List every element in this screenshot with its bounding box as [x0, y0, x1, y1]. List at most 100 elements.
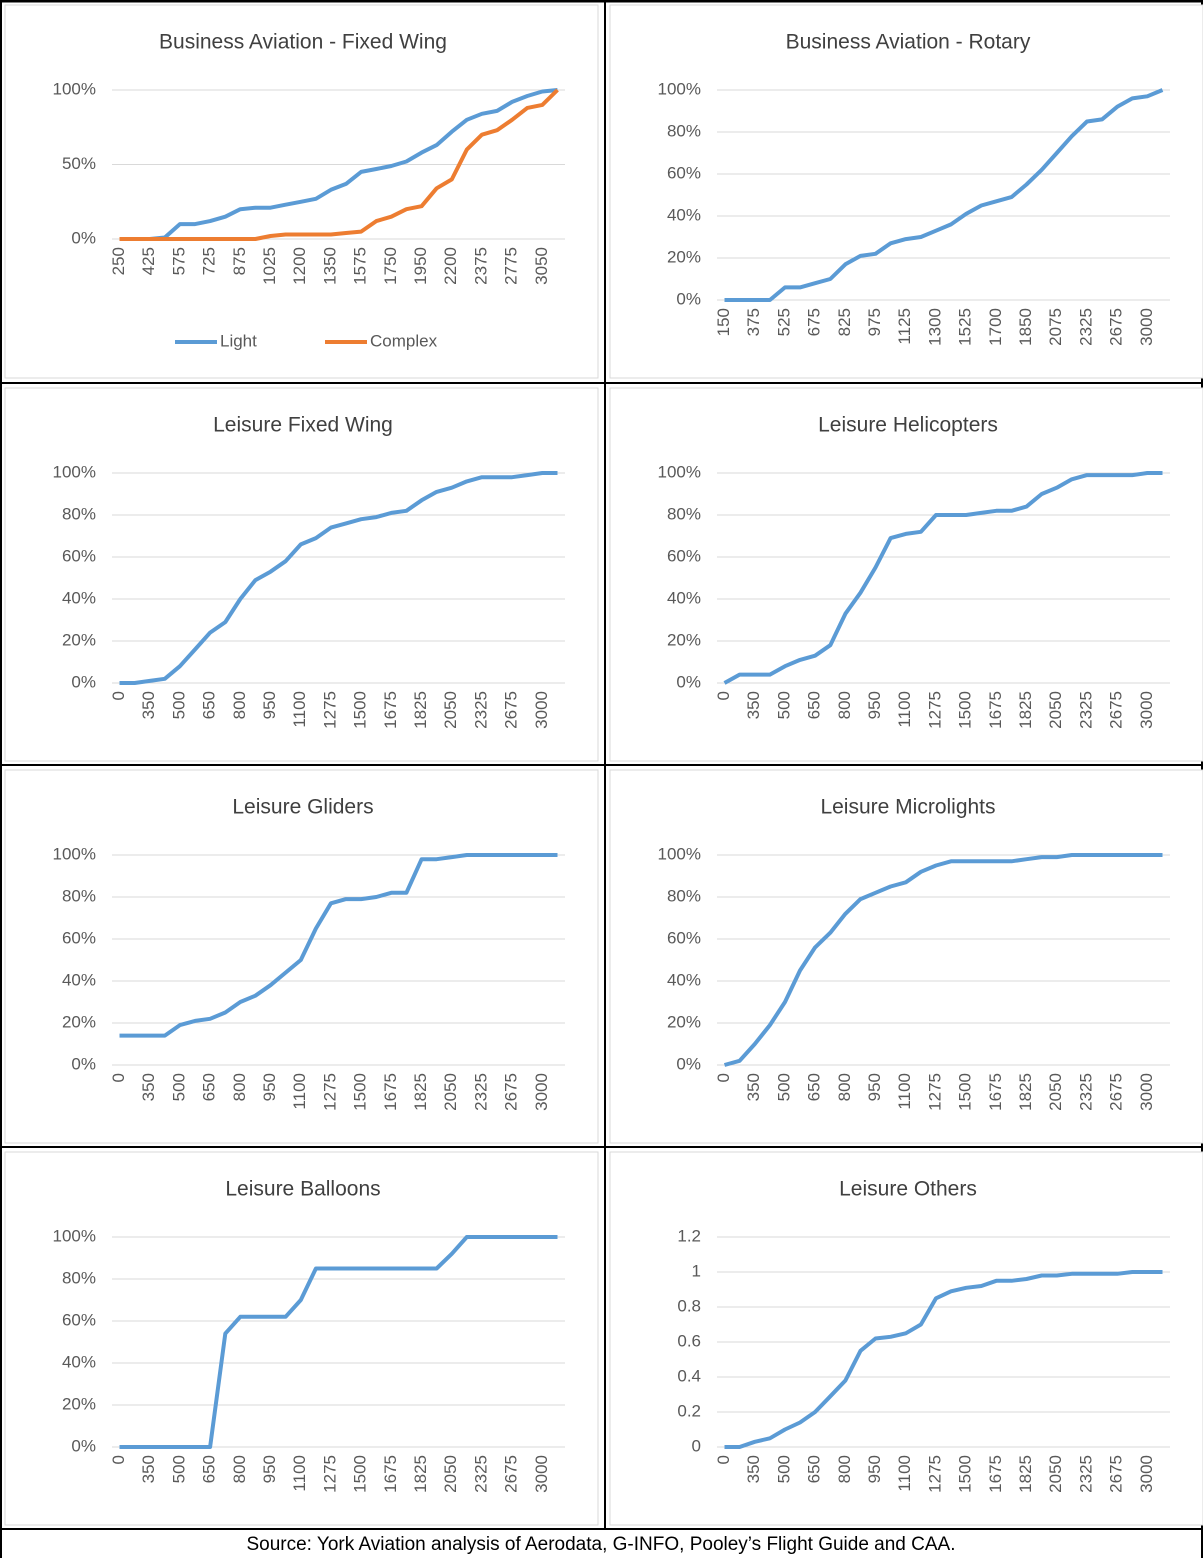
x-tick-label: 1700: [986, 308, 1005, 346]
x-tick-label: 1950: [411, 247, 430, 285]
x-tick-label: 2325: [471, 1073, 490, 1111]
x-tick-label: 1500: [351, 1073, 370, 1111]
y-tick-label: 0%: [71, 228, 96, 247]
x-tick-label: 350: [139, 691, 158, 719]
x-tick-label: 1100: [895, 1073, 914, 1110]
x-tick-label: 2050: [441, 1073, 460, 1111]
y-tick-label: 20%: [667, 1012, 701, 1031]
y-tick-label: 20%: [62, 630, 96, 649]
x-tick-label: 1675: [986, 1455, 1005, 1493]
x-tick-label: 650: [805, 1073, 824, 1101]
x-tick-label: 1100: [290, 1073, 309, 1110]
y-tick-label: 80%: [667, 886, 701, 905]
x-tick-label: 2325: [471, 1455, 490, 1493]
legend-label: Complex: [370, 331, 438, 350]
chart-frame: [609, 387, 1203, 762]
x-tick-label: 1300: [925, 308, 944, 346]
y-tick-label: 0.8: [677, 1296, 701, 1315]
y-tick-label: 0%: [71, 672, 96, 691]
series-line: [119, 853, 558, 1038]
x-tick-label: 1275: [925, 691, 944, 729]
chart-title: Leisure Gliders: [232, 796, 373, 819]
x-tick-label: 2675: [1107, 691, 1126, 729]
x-tick-label: 1825: [1016, 691, 1035, 729]
x-tick-label: 500: [169, 1073, 188, 1101]
x-tick-label: 1500: [351, 691, 370, 729]
x-tick-label: 950: [260, 1455, 279, 1483]
y-tick-label: 60%: [667, 546, 701, 565]
x-tick-label: 2050: [1046, 691, 1065, 729]
y-tick-label: 60%: [667, 163, 701, 182]
series-line: [723, 471, 1163, 685]
x-tick-label: 1825: [411, 1073, 430, 1111]
x-tick-label: 425: [139, 247, 158, 275]
x-tick-label: 500: [774, 1073, 793, 1101]
x-tick-label: 800: [230, 1073, 249, 1101]
x-tick-label: 1500: [351, 1455, 370, 1493]
x-tick-label: 1275: [320, 1073, 339, 1111]
x-tick-label: 650: [805, 1455, 824, 1483]
series-line: [724, 88, 1164, 302]
x-tick-label: 350: [744, 1455, 763, 1483]
x-tick-label: 1100: [895, 1455, 914, 1492]
x-tick-label: 0: [714, 1455, 733, 1464]
x-tick-label: 1275: [320, 691, 339, 729]
x-tick-label: 2325: [1076, 1455, 1095, 1493]
y-tick-label: 0%: [71, 1436, 96, 1455]
chart-title: Leisure Balloons: [225, 1178, 380, 1201]
x-tick-label: 1125: [895, 308, 914, 345]
x-tick-label: 825: [835, 308, 854, 336]
x-tick-label: 2325: [1076, 308, 1095, 346]
x-tick-label: 950: [865, 691, 884, 719]
x-tick-label: 1275: [925, 1073, 944, 1111]
x-tick-label: 2050: [1046, 1455, 1065, 1493]
x-tick-label: 1850: [1016, 308, 1035, 346]
x-tick-label: 1675: [986, 691, 1005, 729]
x-tick-label: 1825: [1016, 1073, 1035, 1111]
x-tick-label: 525: [774, 308, 793, 336]
y-tick-label: 60%: [62, 546, 96, 565]
x-tick-label: 1825: [1016, 1455, 1035, 1493]
y-tick-label: 0%: [71, 1054, 96, 1073]
chart-title: Business Aviation - Rotary: [786, 31, 1031, 54]
x-tick-label: 2325: [471, 691, 490, 729]
y-tick-label: 80%: [62, 1268, 96, 1287]
y-tick-label: 80%: [62, 886, 96, 905]
y-tick-label: 80%: [62, 504, 96, 523]
x-tick-label: 1100: [895, 691, 914, 728]
x-tick-label: 1750: [381, 247, 400, 285]
series-line: [119, 88, 558, 241]
y-tick-label: 50%: [62, 154, 96, 173]
x-tick-label: 2675: [502, 1455, 521, 1493]
x-tick-label: 2075: [1046, 308, 1065, 346]
x-tick-label: 2375: [471, 247, 490, 285]
chart-frame: [609, 1151, 1203, 1526]
x-tick-label: 1575: [351, 247, 370, 285]
x-tick-label: 950: [865, 1073, 884, 1101]
x-tick-label: 2325: [1076, 691, 1095, 729]
chart-frame: [4, 4, 599, 379]
x-tick-label: 1500: [956, 1455, 975, 1493]
y-tick-label: 100%: [53, 79, 96, 98]
y-tick-label: 20%: [667, 247, 701, 266]
x-tick-label: 350: [744, 691, 763, 719]
x-tick-label: 3000: [1137, 1455, 1156, 1493]
y-tick-label: 80%: [667, 504, 701, 523]
x-tick-label: 2775: [502, 247, 521, 285]
x-tick-label: 950: [260, 1073, 279, 1101]
chart-frame: [4, 387, 599, 762]
x-tick-label: 725: [200, 247, 219, 275]
x-tick-label: 800: [230, 1455, 249, 1483]
x-tick-label: 1100: [290, 1455, 309, 1492]
y-tick-label: 60%: [62, 1310, 96, 1329]
x-tick-label: 1500: [956, 1073, 975, 1111]
y-tick-label: 0%: [676, 672, 701, 691]
x-tick-label: 1675: [381, 691, 400, 729]
x-tick-label: 1825: [411, 1455, 430, 1493]
y-tick-label: 0.6: [677, 1331, 701, 1350]
y-tick-label: 80%: [667, 121, 701, 140]
y-tick-label: 60%: [667, 928, 701, 947]
x-tick-label: 1100: [290, 691, 309, 728]
x-tick-label: 1200: [290, 247, 309, 285]
